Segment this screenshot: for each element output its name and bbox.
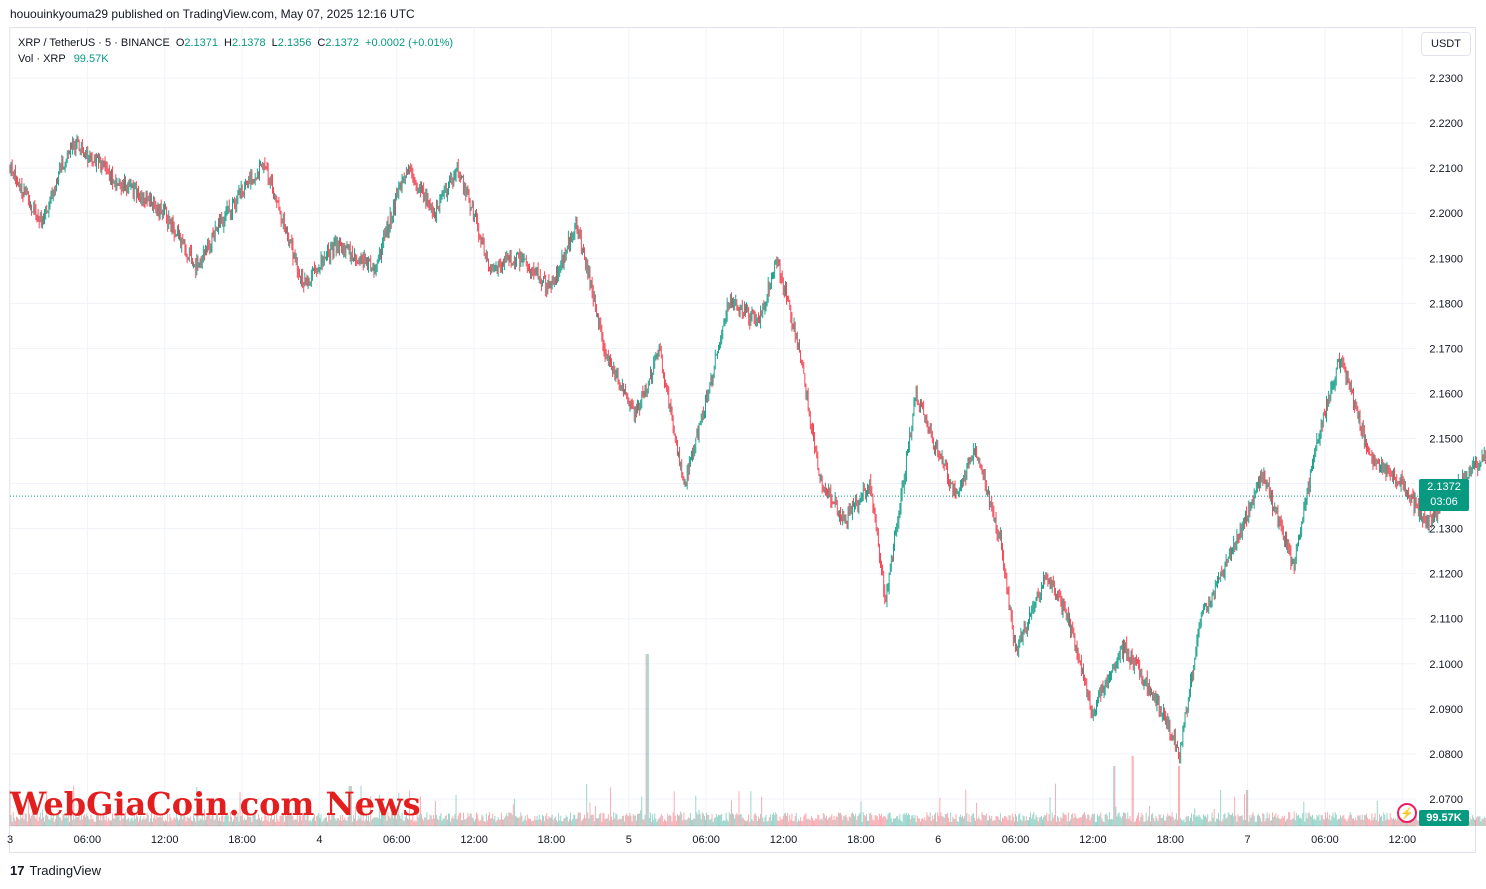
high-value: 2.1378 — [231, 37, 266, 49]
x-tick-label: 06:00 — [692, 834, 720, 846]
y-tick-label: 2.1600 — [1429, 388, 1463, 400]
open-value: 2.1371 — [184, 37, 219, 49]
change-value: +0.0002 (+0.01%) — [365, 37, 454, 49]
x-tick-label: 06:00 — [1311, 834, 1339, 846]
volume-value: 99.57K — [73, 53, 109, 65]
x-tick-label: 12:00 — [1079, 834, 1107, 846]
watermark: WebGiaCoin.com News — [10, 785, 421, 823]
y-tick-label: 2.1900 — [1429, 253, 1463, 265]
volume-row: Vol · XRP 99.57K — [18, 51, 453, 67]
y-tick-label: 2.1300 — [1429, 524, 1463, 536]
x-tick-label: 06:00 — [1002, 834, 1030, 846]
x-tick-label: 12:00 — [460, 834, 488, 846]
volume-badge: 99.57K — [1419, 810, 1469, 826]
y-tick-label: 2.0800 — [1429, 749, 1463, 761]
tradingview-logo-icon: 17 — [10, 863, 25, 878]
y-tick-label: 2.1500 — [1429, 433, 1463, 445]
chart-legend: XRP / TetherUS · 5 · BINANCE O 2.1371 H … — [18, 35, 453, 67]
x-tick-label: 7 — [1245, 834, 1251, 846]
bar-countdown: 03:06 — [1430, 496, 1458, 508]
publish-attribution: hououinkyouma29 published on TradingView… — [10, 7, 415, 21]
y-tick-label: 2.1100 — [1430, 614, 1463, 626]
y-tick-label: 2.0900 — [1429, 704, 1463, 716]
alert-bell-icon[interactable]: ⚡ — [1397, 803, 1417, 823]
currency-unit-button[interactable]: USDT — [1421, 32, 1471, 56]
y-tick-label: 2.2300 — [1429, 73, 1463, 85]
x-tick-label: 18:00 — [228, 834, 256, 846]
close-key: C — [317, 37, 326, 49]
last-price-badge: 2.1372 03:06 — [1419, 479, 1469, 511]
x-tick-label: 6 — [935, 834, 941, 846]
x-tick-label: 12:00 — [1389, 834, 1417, 846]
y-tick-label: 2.1000 — [1429, 659, 1463, 671]
x-tick-label: 18:00 — [1156, 834, 1184, 846]
y-tick-label: 2.2200 — [1429, 118, 1463, 130]
y-tick-label: 2.0700 — [1429, 794, 1463, 806]
tradingview-logo-text: TradingView — [29, 863, 102, 878]
y-tick-label: 2.1800 — [1429, 298, 1463, 310]
x-tick-label: 3 — [7, 834, 13, 846]
ohlc-row: XRP / TetherUS · 5 · BINANCE O 2.1371 H … — [18, 35, 453, 51]
y-tick-label: 2.2000 — [1429, 208, 1463, 220]
y-tick-label: 2.2100 — [1429, 163, 1463, 175]
open-key: O — [175, 37, 185, 49]
low-key: L — [271, 37, 278, 49]
x-tick-label: 12:00 — [151, 834, 179, 846]
tradingview-logo[interactable]: 17 TradingView — [10, 863, 101, 878]
high-key: H — [224, 37, 232, 49]
x-tick-label: 4 — [316, 834, 322, 846]
x-tick-label: 18:00 — [847, 834, 875, 846]
y-tick-label: 2.1200 — [1429, 569, 1463, 581]
x-tick-label: 18:00 — [538, 834, 566, 846]
x-tick-label: 06:00 — [383, 834, 411, 846]
close-value: 2.1372 — [325, 37, 360, 49]
x-tick-label: 06:00 — [74, 834, 102, 846]
low-value: 2.1356 — [277, 37, 312, 49]
x-tick-label: 12:00 — [770, 834, 798, 846]
last-price-value: 2.1372 — [1427, 481, 1461, 493]
symbol-label[interactable]: XRP / TetherUS · 5 · BINANCE — [18, 37, 170, 49]
x-tick-label: 5 — [626, 834, 632, 846]
volume-label[interactable]: Vol · XRP — [18, 53, 66, 65]
y-tick-label: 2.1700 — [1429, 343, 1463, 355]
